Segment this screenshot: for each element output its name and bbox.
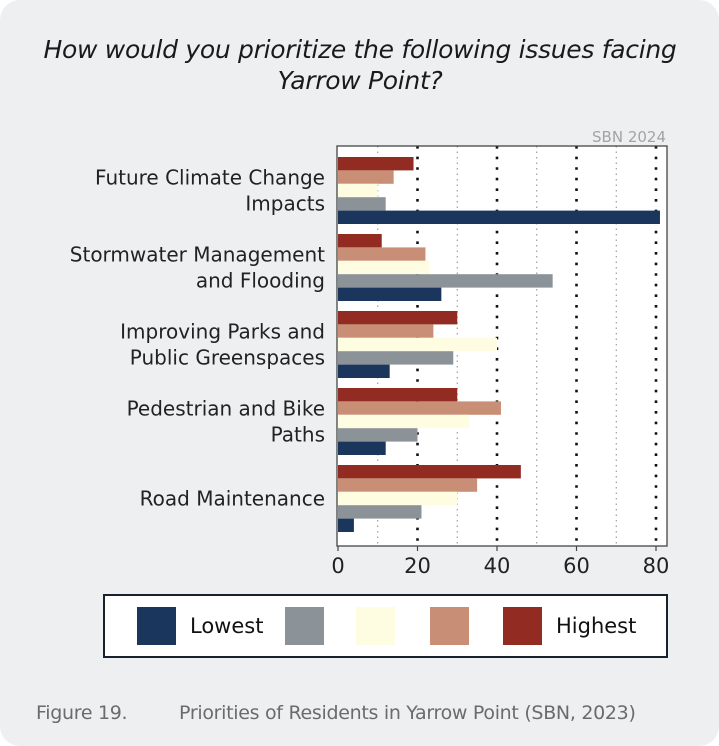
x-tick-label: 80 <box>643 554 670 578</box>
bar <box>338 428 418 442</box>
bar <box>338 465 521 479</box>
category-label: Road Maintenance <box>140 487 325 511</box>
caption-text: Priorities of Residents in Yarrow Point … <box>179 702 636 724</box>
bar <box>338 388 458 402</box>
plot-border <box>336 145 668 547</box>
bar <box>338 260 430 275</box>
category-label: and Flooding <box>196 269 325 293</box>
bar <box>338 311 458 325</box>
watermark-label: SBN 2024 <box>592 128 666 146</box>
caption-number: Figure 19. <box>36 702 128 724</box>
category-label: Future Climate Change <box>95 166 325 190</box>
legend-key <box>137 607 176 645</box>
bar <box>338 157 414 171</box>
legend-label: Lowest <box>190 614 263 638</box>
bar <box>338 234 382 248</box>
bar <box>338 351 454 365</box>
legend-label: Highest <box>556 614 636 638</box>
bar <box>338 247 426 261</box>
bar <box>338 170 394 184</box>
bar <box>338 401 501 415</box>
bar <box>338 287 442 301</box>
bar <box>338 364 390 378</box>
legend-key <box>503 607 542 645</box>
x-tick-label: 0 <box>331 554 344 578</box>
category-label: Improving Parks and <box>120 320 325 344</box>
category-label: Stormwater Management <box>70 243 325 267</box>
bar <box>338 210 660 224</box>
bar <box>338 183 378 198</box>
x-tick-label: 20 <box>404 554 431 578</box>
legend-key <box>430 607 469 645</box>
bar <box>338 324 434 338</box>
category-label: Paths <box>271 423 325 447</box>
figure-caption: Figure 19. Priorities of Residents in Yar… <box>36 702 636 724</box>
legend-key <box>285 607 324 645</box>
bar <box>338 197 386 211</box>
bar <box>338 478 478 492</box>
category-label: Pedestrian and Bike <box>127 397 325 421</box>
bar <box>338 337 497 352</box>
x-tick-label: 60 <box>563 554 590 578</box>
x-tick-label: 40 <box>484 554 511 578</box>
bar <box>338 274 553 288</box>
category-label: Impacts <box>245 192 325 216</box>
bar <box>338 491 458 506</box>
bar <box>338 505 422 519</box>
category-label: Public Greenspaces <box>130 346 325 370</box>
chart-title: How would you prioritize the following i… <box>43 35 677 95</box>
legend-key <box>356 607 395 645</box>
bar <box>338 518 354 532</box>
bar <box>338 441 386 455</box>
bar <box>338 414 470 429</box>
